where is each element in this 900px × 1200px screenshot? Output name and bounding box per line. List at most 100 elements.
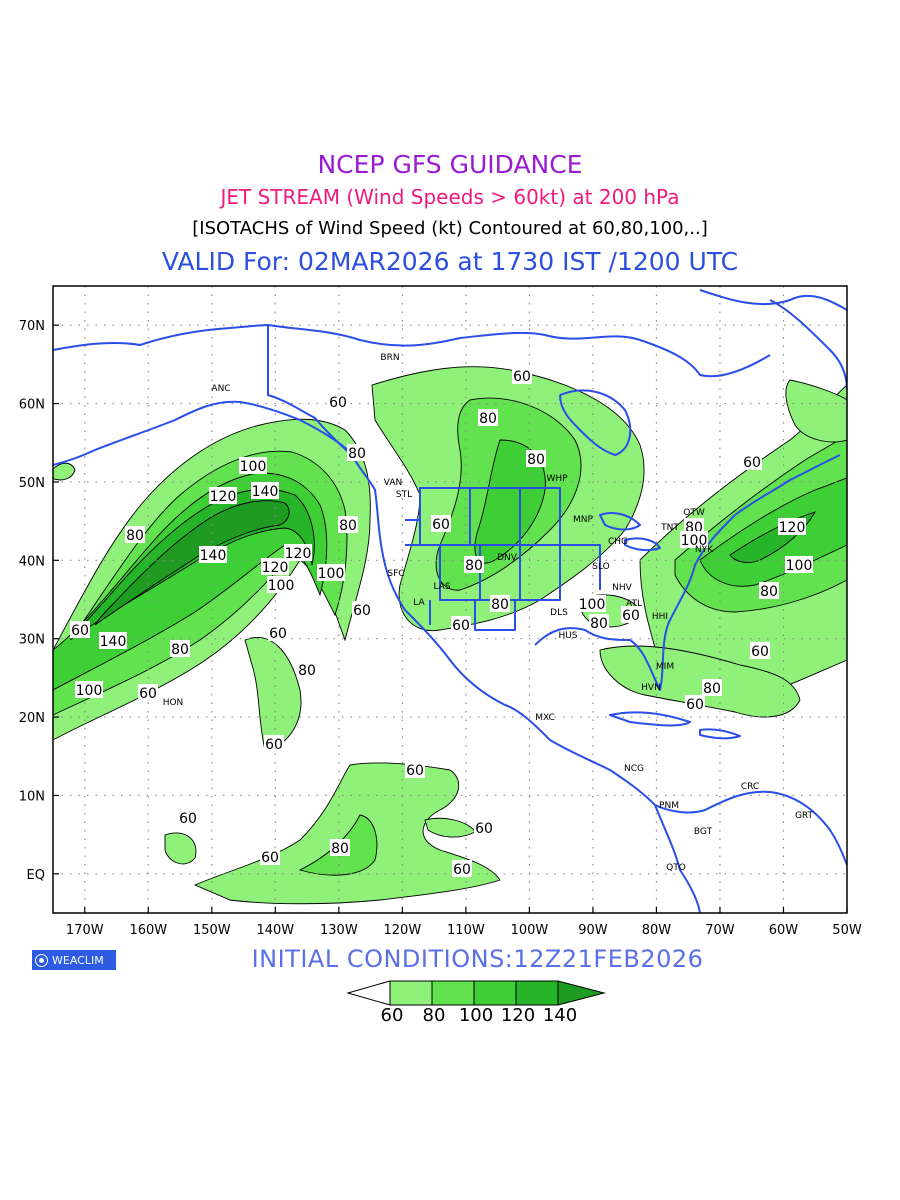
svg-text:60: 60: [432, 517, 450, 533]
contour-label: 80: [170, 640, 190, 658]
svg-text:60: 60: [751, 644, 769, 660]
contour-label: 60: [750, 642, 770, 660]
contour-label: 60: [405, 761, 425, 779]
isotach-region: [164, 832, 197, 865]
svg-text:80: 80: [465, 558, 483, 574]
contour-label: 80: [490, 595, 510, 613]
station-label-grt: GRT: [795, 811, 814, 821]
contour-label: 80: [347, 444, 367, 462]
contour-label: 60: [352, 601, 372, 619]
svg-text:60: 60: [453, 862, 471, 878]
contour-label: 60: [451, 616, 471, 634]
station-label-whp: WHP: [546, 474, 568, 484]
station-labels: ANC BRN VAN STL SFC LA LAS DNV WHP MNP CHG SLO NHV DL…: [163, 353, 814, 873]
map-description: [ISOTACHS of Wind Speed (kt) Contoured a…: [192, 218, 708, 239]
contour-label: 100: [75, 681, 103, 699]
lat-tick-label: 10N: [19, 789, 45, 804]
svg-text:60: 60: [329, 395, 347, 411]
svg-text:80: 80: [527, 452, 545, 468]
svg-text:80: 80: [298, 663, 316, 679]
station-label-tnt: TNT: [660, 523, 679, 533]
isotach-region: [244, 637, 302, 751]
coastline: [699, 728, 741, 740]
coastline: [351, 454, 656, 806]
svg-text:60: 60: [139, 686, 157, 702]
lon-tick-label: 70W: [705, 923, 735, 938]
lat-tick-label: 70N: [19, 319, 45, 334]
station-label-atl: ATL: [626, 599, 642, 609]
station-label-chg: CHG: [608, 537, 628, 547]
contour-label: 60: [138, 684, 158, 702]
contour-label: 100: [267, 576, 295, 594]
contour-label: 100: [317, 564, 345, 582]
svg-text:120: 120: [779, 520, 806, 536]
contour-label: 80: [526, 450, 546, 468]
coastline: [267, 324, 771, 378]
station-label-hon: HON: [163, 698, 184, 708]
station-label-hus: HUS: [558, 631, 577, 641]
valid-time: VALID For: 02MAR2026 at 1730 IST /1200 U…: [161, 247, 739, 276]
svg-text:60: 60: [269, 626, 287, 642]
contour-label: 80: [338, 516, 358, 534]
svg-text:60: 60: [179, 811, 197, 827]
isotach-region: [599, 645, 801, 718]
svg-text:60: 60: [686, 697, 704, 713]
contour-label: 100: [239, 457, 267, 475]
svg-text:80: 80: [339, 518, 357, 534]
map-axes: 70N 60N 50N 40N 30N 20N 10N EQ 170W 160W 150W 140W 1…: [19, 319, 862, 938]
svg-text:120: 120: [210, 489, 237, 505]
station-label-bgt: BGT: [694, 827, 713, 837]
contour-label: 80: [297, 661, 317, 679]
isotach-region: [785, 379, 847, 443]
lon-tick-label: 100W: [511, 923, 549, 938]
contour-label: 60: [178, 809, 198, 827]
contour-label: 60: [268, 624, 288, 642]
svg-text:60: 60: [261, 850, 279, 866]
lat-tick-label: EQ: [27, 868, 45, 883]
svg-text:80: 80: [590, 616, 608, 632]
lon-tick-label: 110W: [447, 923, 485, 938]
isotach-region: [94, 500, 290, 626]
svg-text:80: 80: [760, 584, 778, 600]
station-label-pnm: PNM: [659, 801, 679, 811]
station-label-qto: QTO: [666, 863, 686, 873]
station-label-anc: ANC: [211, 384, 230, 394]
station-label-otw: OTW: [683, 508, 705, 518]
coastline: [699, 289, 847, 311]
station-label-dls: DLS: [550, 608, 568, 618]
map-plot-area: [53, 286, 847, 913]
lat-tick-label: 50N: [19, 476, 45, 491]
svg-text:100: 100: [76, 683, 103, 699]
coastline: [560, 544, 601, 590]
contour-label: 140: [199, 546, 227, 564]
svg-text:80: 80: [479, 411, 497, 427]
station-label-ncg: NCG: [624, 764, 644, 774]
station-label-hvn: HVN: [641, 683, 661, 693]
coastline: [520, 544, 561, 601]
contour-label: 80: [330, 839, 350, 857]
lon-tick-label: 130W: [320, 923, 358, 938]
svg-text:140: 140: [100, 634, 127, 650]
contour-label: 120: [209, 487, 237, 505]
contour-label: 120: [778, 518, 806, 536]
lon-tick-label: 90W: [578, 923, 608, 938]
svg-text:60: 60: [743, 455, 761, 471]
lon-tick-label: 150W: [193, 923, 231, 938]
station-label-nyk: NYK: [695, 545, 714, 555]
svg-text:80: 80: [171, 642, 189, 658]
map-title: NCEP GFS GUIDANCE: [317, 150, 583, 179]
coastline: [599, 512, 641, 531]
contour-label: 80: [759, 582, 779, 600]
contour-label: 60: [512, 367, 532, 385]
lat-tick-label: 40N: [19, 554, 45, 569]
coastline: [654, 790, 847, 866]
svg-text:60: 60: [406, 763, 424, 779]
isotach-region: [53, 462, 76, 481]
coastline: [405, 519, 440, 546]
contour-label: 60: [452, 860, 472, 878]
map-subtitle: JET STREAM (Wind Speeds > 60kt) at 200 h…: [220, 185, 680, 209]
station-label-hhi: HHI: [652, 612, 668, 622]
station-label-mim: MIM: [656, 662, 674, 672]
contour-label: 80: [478, 409, 498, 427]
